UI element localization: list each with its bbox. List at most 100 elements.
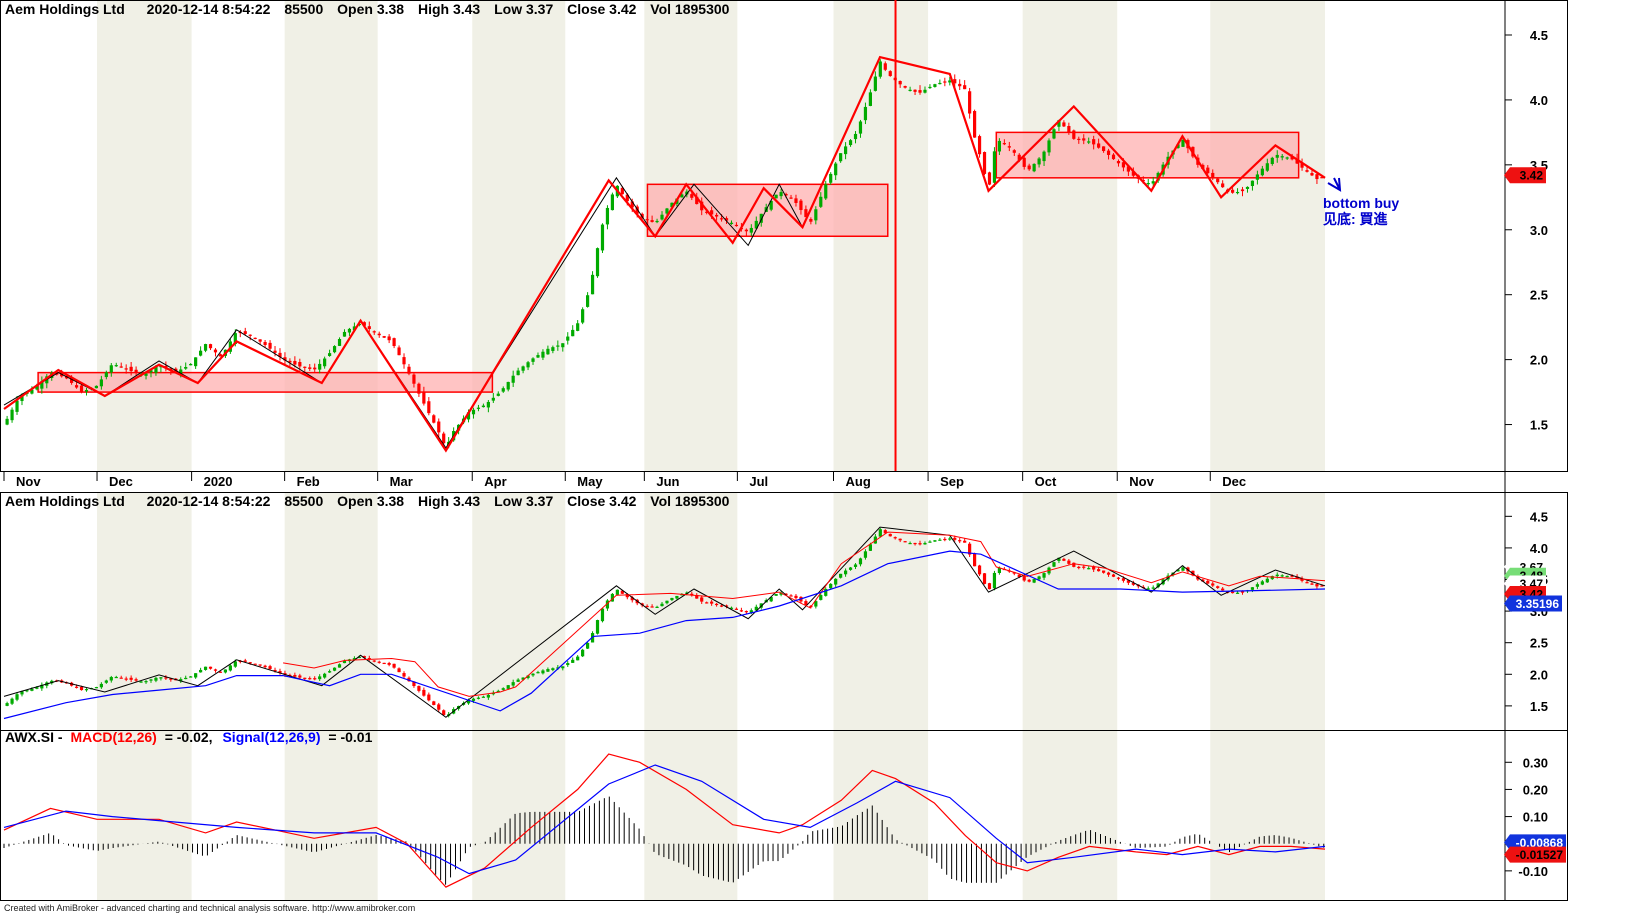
band-candle (1305, 582, 1309, 584)
band-candle (1097, 569, 1101, 572)
band-candle (1201, 579, 1205, 582)
band-candle (283, 673, 287, 675)
price-candle (208, 344, 213, 349)
price-candle (992, 151, 997, 183)
band-candle (1017, 574, 1021, 578)
band-candle (958, 540, 962, 542)
band-candle (1265, 578, 1269, 583)
price-candle (1206, 167, 1210, 174)
band-candle (938, 539, 942, 541)
price-candle (759, 213, 763, 223)
band-candle (551, 668, 555, 671)
price-candle (858, 121, 863, 134)
month-shade (97, 492, 192, 730)
band-candle (332, 667, 337, 671)
price-candle (690, 194, 694, 198)
band-candle (1057, 557, 1061, 561)
price-candle (313, 367, 317, 370)
band-candle (327, 671, 332, 673)
price-candle (982, 152, 987, 174)
band-candle (744, 611, 748, 613)
band-candle (769, 597, 773, 602)
price-candle (1057, 120, 1061, 127)
price-candle (695, 196, 699, 205)
price-candle (1216, 178, 1220, 183)
price-candle (233, 333, 237, 344)
price-candle (1310, 173, 1314, 176)
band-candle (278, 671, 282, 674)
price-candle (551, 347, 555, 351)
band-candle (471, 698, 476, 701)
price-candle (729, 222, 734, 224)
band-candle (863, 551, 868, 558)
band-candle (481, 696, 486, 698)
band-candle (943, 538, 947, 541)
price-candle (655, 220, 659, 223)
price-candle (218, 354, 223, 357)
price-candle (1072, 130, 1076, 139)
price-candle (382, 336, 386, 338)
price-candle (804, 209, 808, 218)
price-candle (5, 418, 9, 425)
macd-value-tag: -0.00868 (1516, 836, 1564, 850)
price-candle (318, 363, 322, 370)
band-candle (74, 686, 79, 688)
price-candle (1121, 162, 1126, 168)
price-candle (362, 322, 366, 326)
band-candle (124, 678, 128, 680)
price-last-tag-bg (1504, 167, 1546, 184)
band-candle (774, 594, 778, 596)
price-candle (581, 309, 585, 323)
price-candle (824, 184, 828, 199)
price-candle (1245, 186, 1250, 189)
price-candle (868, 92, 873, 106)
band-candle (645, 605, 649, 608)
band-candle (1101, 570, 1106, 573)
price-candle (1062, 122, 1066, 127)
price-candle (352, 326, 357, 331)
price-candle (476, 407, 481, 409)
band-candle (779, 592, 783, 595)
band-candle (198, 669, 203, 673)
band-candle (789, 595, 793, 597)
price-candle (179, 369, 183, 374)
band-candle (1255, 584, 1259, 587)
band-candle (1062, 558, 1066, 561)
band-candle (109, 677, 113, 681)
band-candle (1260, 581, 1264, 585)
band-candle (1151, 587, 1155, 589)
price-candle (923, 89, 927, 93)
band-header-close: Close 3.42 (567, 493, 636, 509)
band-y-tick-label: 2.5 (1530, 636, 1548, 651)
price-candle (1270, 157, 1274, 165)
band-candle (595, 620, 600, 634)
price-candle (15, 400, 19, 412)
price-candle (70, 376, 74, 383)
band-candle (506, 685, 510, 689)
price-candle (1092, 139, 1096, 145)
price-candle (853, 133, 858, 140)
month-shade (1022, 492, 1118, 730)
macd-y-tick-label: -0.10 (1518, 864, 1548, 879)
price-candle (546, 348, 550, 355)
band-candle (546, 669, 550, 672)
band-candle (561, 666, 565, 669)
month-label: Mar (390, 474, 413, 489)
month-label: Nov (1129, 474, 1154, 489)
price-candle (1305, 170, 1309, 172)
band-candle (1032, 579, 1036, 583)
price-candle (561, 343, 565, 348)
band-candle (541, 670, 545, 674)
price-candle (412, 374, 416, 384)
price-candle (74, 385, 79, 388)
band-candle (784, 593, 788, 595)
band-candle (208, 666, 213, 669)
price-candle (710, 210, 714, 215)
band-candle (933, 540, 937, 542)
price-candle (327, 353, 332, 356)
band-candle (422, 689, 426, 696)
band-candle (5, 703, 9, 706)
band-candle (1111, 574, 1116, 577)
band-candle (868, 544, 873, 551)
band-header-vol: Vol 1895300 (650, 493, 729, 509)
